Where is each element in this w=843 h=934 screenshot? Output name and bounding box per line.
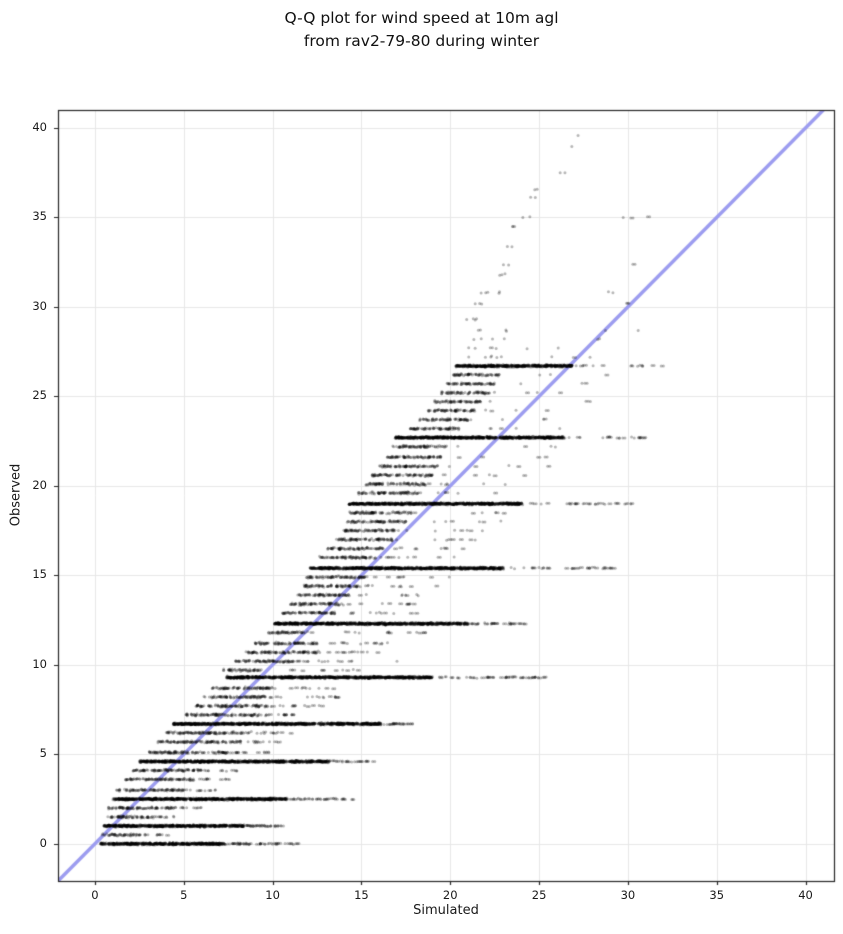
x-tick-label: 25 xyxy=(531,888,547,902)
chart-title-line2: from rav2-79-80 during winter xyxy=(303,32,540,50)
x-tick-label: 35 xyxy=(709,888,725,902)
y-tick-label: 20 xyxy=(32,477,47,492)
y-tick-label: 15 xyxy=(32,567,47,582)
x-tick-label: 5 xyxy=(180,888,188,902)
x-tick-label: 0 xyxy=(91,888,99,902)
y-tick-label: 40 xyxy=(32,119,47,134)
y-tick-label: 10 xyxy=(32,656,47,671)
y-tick-label: 5 xyxy=(39,746,47,761)
x-tick-label: 15 xyxy=(354,888,369,902)
x-tick-label: 10 xyxy=(265,888,280,902)
y-axis-label: Observed xyxy=(8,463,24,527)
x-tick-label: 40 xyxy=(798,888,813,902)
x-axis-label: Simulated xyxy=(413,903,479,918)
chart-title: Q-Q plot for wind speed at 10m agl from … xyxy=(0,7,843,53)
y-tick-label: 30 xyxy=(32,298,47,313)
x-tick-label: 30 xyxy=(620,888,636,902)
y-tick-label: 0 xyxy=(39,835,47,850)
y-tick-label: 35 xyxy=(32,209,47,224)
chart-title-line1: Q-Q plot for wind speed at 10m agl xyxy=(284,9,559,27)
x-tick-label: 20 xyxy=(442,888,458,902)
y-tick-label: 25 xyxy=(32,388,47,403)
